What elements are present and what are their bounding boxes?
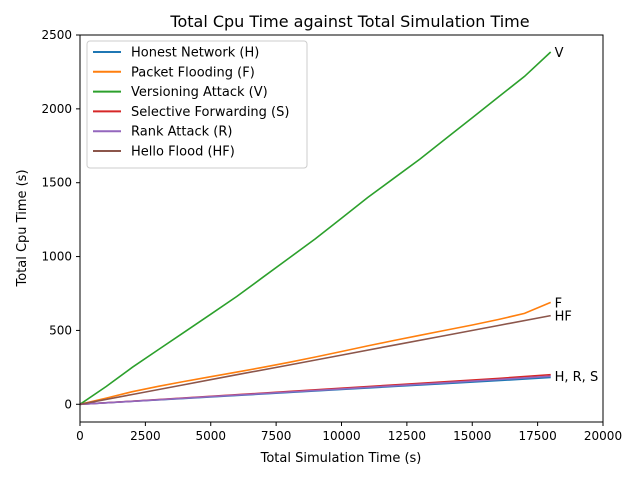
- annotation-label: H, R, S: [555, 370, 599, 385]
- series-line-versioning-attack-v: [79, 51, 552, 405]
- x-axis-ticks: 0 2500 5000 7500 10000 12500 15000 17500 20000: [76, 422, 622, 443]
- x-tick-label: 5000: [195, 429, 226, 443]
- annotation-label: V: [555, 46, 564, 61]
- annotation-label: F: [555, 296, 562, 311]
- x-tick-label: 20000: [584, 429, 622, 443]
- legend-label: Hello Flood (HF): [131, 145, 235, 160]
- x-tick-label: 7500: [261, 429, 292, 443]
- legend: Honest Network (H) Packet Flooding (F) Ver…: [86, 40, 308, 169]
- x-tick-label: 15000: [453, 429, 491, 443]
- y-axis-label: Total Cpu Time (s): [15, 169, 30, 287]
- legend-label: Packet Flooding (F): [131, 65, 255, 80]
- x-tick-label: 10000: [322, 429, 360, 443]
- series-line-packet-flooding-f: [79, 301, 552, 406]
- legend-label: Honest Network (H): [131, 46, 259, 61]
- series-layer: [79, 51, 552, 406]
- y-tick-label: 2500: [41, 28, 72, 42]
- x-tick-label: 0: [76, 429, 84, 443]
- chart-title: Total Cpu Time against Total Simulation …: [169, 12, 529, 31]
- legend-label: Selective Forwarding (S): [131, 105, 289, 120]
- x-tick-label: 17500: [519, 429, 557, 443]
- x-tick-label: 2500: [130, 429, 161, 443]
- annotation-label: HF: [555, 310, 572, 325]
- legend-box: [86, 40, 308, 169]
- x-axis-label: Total Simulation Time (s): [260, 451, 422, 466]
- series-line-hello-flood-hf: [79, 314, 551, 406]
- y-axis-ticks: 0 500 1000 1500 2000 2500: [41, 28, 80, 411]
- y-tick-label: 2000: [41, 102, 72, 116]
- x-tick-label: 12500: [388, 429, 426, 443]
- y-tick-label: 1000: [41, 250, 72, 264]
- legend-label: Rank Attack (R): [131, 125, 232, 140]
- legend-label: Versioning Attack (V): [131, 85, 268, 100]
- y-tick-label: 0: [64, 397, 72, 411]
- series-line-rank-attack-r: [79, 375, 551, 406]
- line-end-annotations: V FHF H, R, S: [555, 46, 599, 385]
- y-tick-label: 500: [49, 323, 72, 337]
- y-tick-label: 1500: [41, 176, 72, 190]
